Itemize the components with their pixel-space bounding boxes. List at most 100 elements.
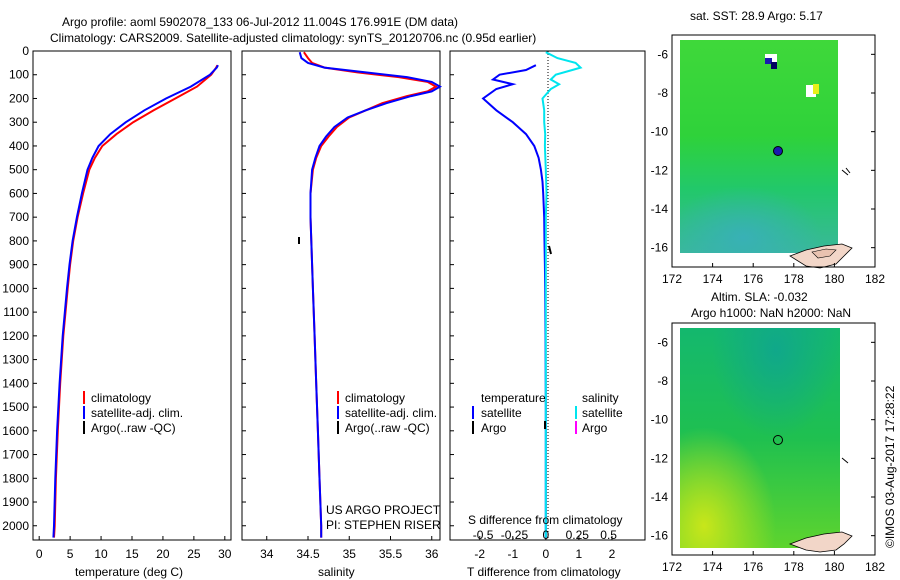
legend-satellite-label: satellite-adj. clim. [91, 406, 183, 420]
depth-tick-label: 1300 [2, 353, 29, 367]
t-difference-label: T difference from climatology [467, 565, 621, 579]
credit-pi: PI: STEPHEN RISER [326, 518, 441, 532]
salinity-difference-line [541, 51, 583, 538]
temperature-satellite-line [52, 64, 219, 538]
depth-tick-label: 2000 [2, 519, 29, 533]
t-diff-tick-label: -2 [474, 547, 485, 561]
credit-project: US ARGO PROJECT [326, 503, 441, 517]
depth-tick-label: 1600 [2, 424, 29, 438]
latitude-tick-label: -10 [651, 125, 669, 139]
depth-tick-label: 1000 [2, 281, 29, 295]
difference-argo-mark [548, 245, 552, 255]
salinity-tick-label: 35 [343, 547, 357, 561]
latitude-tick-label: -8 [657, 374, 668, 388]
temperature-tick-label: 25 [187, 547, 201, 561]
sla-map-title-2: Argo h1000: NaN h2000: NaN [691, 306, 851, 320]
s-diff-tick-label: -0.5 [473, 528, 494, 542]
legend-s-argo-label: Argo [582, 421, 608, 435]
reef-mark-2 [845, 167, 851, 174]
longitude-tick-label: 182 [865, 272, 885, 286]
salinity-axis: 34 34.5 35 35.5 36 [242, 50, 439, 561]
imos-credit: ©IMOS 03-Aug-2017 17:28:22 [883, 385, 897, 548]
salinity-panel: 34 34.5 35 35.5 36 climatology satellite-adj… [241, 50, 443, 579]
difference-axes [449, 50, 646, 541]
temperature-tick-label: 5 [67, 547, 74, 561]
t-diff-tick-label: 0 [543, 547, 550, 561]
depth-tick-label: 1900 [2, 495, 29, 509]
longitude-tick-label: 176 [743, 560, 763, 574]
depth-tick-label: 0 [22, 44, 29, 58]
t-diff-tick-label: 1 [576, 547, 583, 561]
float-location-marker [773, 435, 783, 445]
latitude-tick-label: -14 [651, 490, 669, 504]
latitude-tick-label: -16 [651, 241, 669, 255]
depth-axis: 0 100 200 300 400 500 600 700 800 900 1000 1100 1200… [2, 44, 37, 533]
depth-tick-label: 1400 [2, 376, 29, 390]
reef-mark [841, 457, 849, 464]
legend-argo-label: Argo(..raw -QC) [91, 421, 176, 435]
legend-satellite-label: satellite-adj. clim. [345, 406, 437, 420]
temperature-tick-label: 15 [125, 547, 139, 561]
t-diff-tick-label: -1 [507, 547, 518, 561]
salinity-x-label: salinity [318, 565, 355, 579]
sla-map-axes-ticks: 172 174 176 178 180 182 -6 -8 -10 -12 -14 -16 [651, 335, 886, 574]
float-location-marker [773, 146, 783, 156]
longitude-tick-label: 176 [743, 272, 763, 286]
latitude-tick-label: -6 [657, 335, 668, 349]
salinity-tick-label: 36 [425, 547, 439, 561]
sst-map-edge [838, 40, 843, 253]
header-line-1: Argo profile: aoml 5902078_133 06-Jul-20… [62, 15, 458, 29]
temperature-x-axis: 0 5 10 15 20 25 30 [36, 536, 232, 561]
reef-mark [841, 169, 849, 176]
s-difference-ticks: -0.5 -0.25 0 0.25 0.5 [473, 528, 618, 542]
salinity-tick-label: 35.5 [379, 547, 403, 561]
latitude-tick-label: -12 [651, 163, 669, 177]
s-diff-tick-label: -0.25 [501, 528, 529, 542]
legend-t-argo-label: Argo [481, 421, 507, 435]
salinity-series [298, 51, 443, 538]
depth-tick-label: 900 [9, 258, 29, 272]
depth-tick-label: 300 [9, 115, 29, 129]
s-diff-tick-label: 0.25 [566, 528, 590, 542]
temperature-axes [32, 50, 232, 541]
difference-panel: -2 -1 0 1 2 temperature salinity satellite A… [449, 50, 646, 579]
sla-map-panel: Altim. SLA: -0.032 Argo h1000: NaN h2000… [651, 290, 886, 574]
depth-tick-label: 500 [9, 163, 29, 177]
latitude-tick-label: -16 [651, 529, 669, 543]
temperature-tick-label: 30 [218, 547, 232, 561]
difference-axis: -2 -1 0 1 2 [450, 50, 616, 561]
depth-tick-label: 600 [9, 186, 29, 200]
longitude-tick-label: 180 [824, 560, 844, 574]
temperature-x-label: temperature (deg C) [75, 565, 183, 579]
sst-map-title: sat. SST: 28.9 Argo: 5.17 [690, 9, 823, 23]
latitude-tick-label: -8 [657, 86, 668, 100]
legend-s-satellite-label: satellite [582, 406, 623, 420]
sst-cold-pixel [765, 58, 772, 64]
sla-map-title-1: Altim. SLA: -0.032 [711, 290, 808, 304]
longitude-tick-label: 178 [784, 272, 804, 286]
longitude-tick-label: 182 [865, 560, 885, 574]
depth-tick-label: 1500 [2, 400, 29, 414]
depth-tick-label: 1800 [2, 471, 29, 485]
legend-climatology-label: climatology [91, 391, 151, 405]
sst-map-cool-patch [680, 150, 838, 253]
depth-tick-label: 400 [9, 139, 29, 153]
longitude-tick-label: 172 [662, 272, 682, 286]
sla-map-low-patch [680, 328, 840, 548]
temperature-series [52, 64, 219, 538]
latitude-tick-label: -6 [657, 47, 668, 61]
depth-tick-label: 1100 [3, 305, 29, 319]
depth-tick-label: 800 [9, 234, 29, 248]
latitude-tick-label: -12 [651, 451, 669, 465]
legend-argo-label: Argo(..raw -QC) [345, 421, 430, 435]
legend-salinity-title: salinity [582, 391, 619, 405]
temperature-legend: climatology satellite-adj. clim. Argo(..… [83, 391, 183, 435]
temperature-tick-label: 10 [94, 547, 108, 561]
longitude-tick-label: 174 [703, 560, 723, 574]
t-diff-tick-label: 2 [609, 547, 616, 561]
salinity-tick-label: 34.5 [296, 547, 320, 561]
depth-tick-label: 200 [9, 91, 29, 105]
salinity-satellite-line [298, 51, 443, 538]
salinity-tick-label: 34 [260, 547, 274, 561]
latitude-tick-label: -10 [651, 413, 669, 427]
